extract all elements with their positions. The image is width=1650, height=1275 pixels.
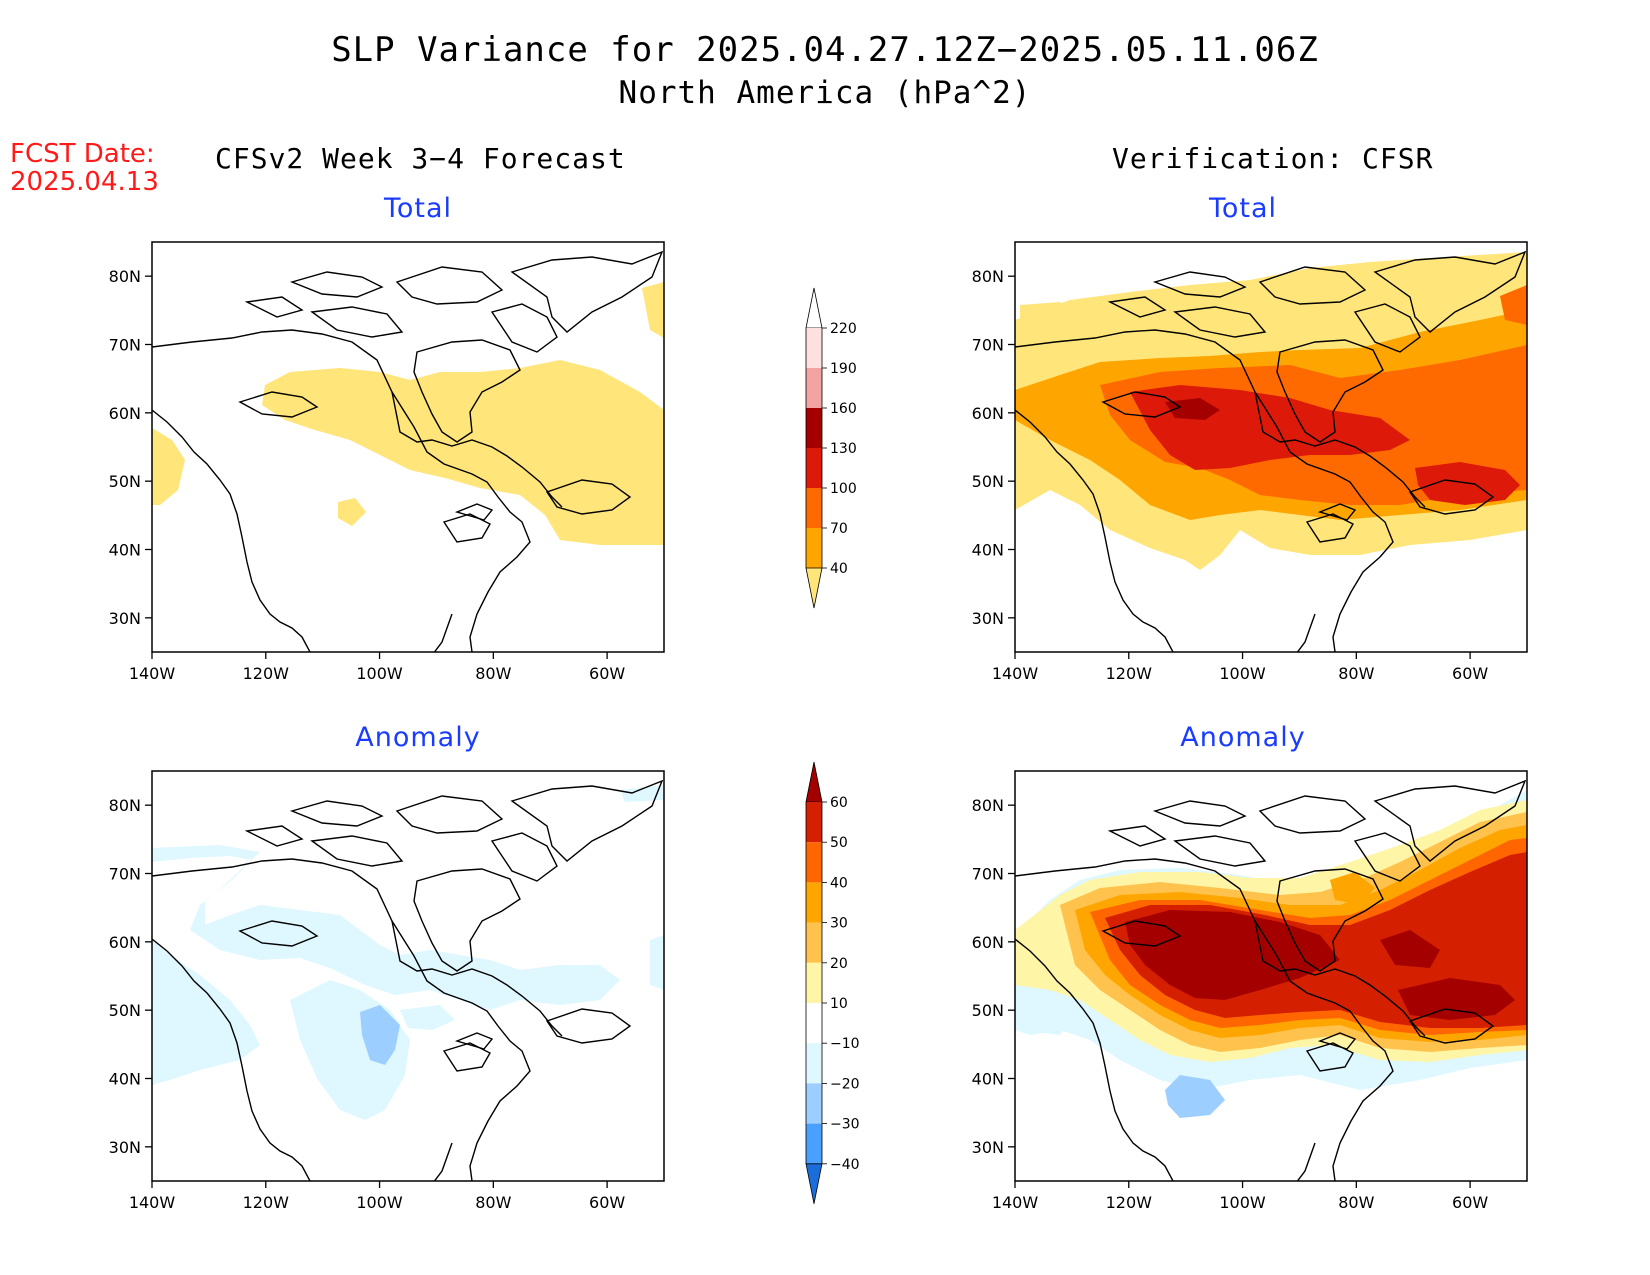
colorbar-segment <box>806 1083 822 1124</box>
lon-tick-label-forecast-anomaly: 100W <box>356 1193 403 1212</box>
lat-tick-label-verification-anomaly: 70N <box>972 865 1004 884</box>
colorbar-segment <box>806 882 822 923</box>
lon-tick-label-verification-anomaly: 100W <box>1219 1193 1266 1212</box>
lat-tick-label-forecast-total: 30N <box>109 609 141 628</box>
map-forecast-total <box>151 241 665 653</box>
lat-tick-label-forecast-anomaly: 40N <box>109 1070 141 1089</box>
lat-tick-label-forecast-total: 50N <box>109 472 141 491</box>
lat-tick-label-forecast-anomaly: 50N <box>109 1001 141 1020</box>
lon-tick-label-forecast-anomaly: 140W <box>129 1193 176 1212</box>
lat-tick-label-forecast-total: 60N <box>109 404 141 423</box>
lon-tick-label-forecast-total: 140W <box>129 664 176 683</box>
colorbar-segment <box>806 488 822 528</box>
colorbar-label: 100 <box>830 481 857 497</box>
lat-tick-label-forecast-anomaly: 30N <box>109 1138 141 1157</box>
colorbar-segment <box>806 922 822 963</box>
colorbar-label: 160 <box>830 401 857 417</box>
colorbar-label: 190 <box>830 361 857 377</box>
colorbar-label: −10 <box>830 1036 860 1052</box>
colorbar-segment <box>806 962 822 1003</box>
colorbar-label: 130 <box>830 441 857 457</box>
colorbar-segment <box>806 1123 822 1164</box>
lon-tick-label-verification-total: 120W <box>1106 664 1153 683</box>
axes-layer: 140W 120W 100W 80W 60W 80N 70N 60N 50N 40N 30N 140W… <box>109 267 1489 1212</box>
colorbar-label: 10 <box>830 996 848 1012</box>
colorbar-segment <box>806 528 822 568</box>
map-verification-anomaly <box>1014 770 1528 1182</box>
colorbar-top-tip <box>805 287 823 329</box>
colorbar-segment <box>806 368 822 408</box>
lat-tick-label-forecast-total: 80N <box>109 267 141 286</box>
colorbar-total: 220 190 160 130 100 70 40 <box>805 287 857 609</box>
colorbar-label: −20 <box>830 1076 860 1092</box>
lon-tick-label-forecast-total: 60W <box>589 664 625 683</box>
fcst-date-value: 2025.04.13 <box>10 167 159 197</box>
lon-tick-label-forecast-anomaly: 120W <box>243 1193 290 1212</box>
lon-tick-label-verification-anomaly: 60W <box>1452 1193 1488 1212</box>
lat-tick-label-forecast-total: 40N <box>109 541 141 560</box>
colorbar-segment <box>806 802 822 843</box>
colorbar-label: −40 <box>830 1157 860 1173</box>
lon-tick-label-verification-anomaly: 140W <box>992 1193 1039 1212</box>
colorbar-label: 60 <box>830 795 848 811</box>
map-forecast-anomaly <box>151 770 665 1182</box>
colorbar-top-tip <box>805 761 823 803</box>
lat-tick-label-verification-total: 60N <box>972 404 1004 423</box>
panel-title-verification-anomaly: Anomaly <box>1180 722 1306 753</box>
lat-tick-label-verification-total: 40N <box>972 541 1004 560</box>
lat-tick-label-verification-anomaly: 50N <box>972 1001 1004 1020</box>
colorbar-segment <box>806 1003 822 1044</box>
lat-tick-label-forecast-anomaly: 70N <box>109 865 141 884</box>
lon-tick-label-verification-anomaly: 120W <box>1106 1193 1153 1212</box>
colorbar-label: 40 <box>830 875 848 891</box>
lon-tick-label-forecast-anomaly: 60W <box>589 1193 625 1212</box>
lat-tick-label-verification-total: 70N <box>972 336 1004 355</box>
panel-title-forecast-anomaly: Anomaly <box>355 722 481 753</box>
lat-tick-label-verification-anomaly: 60N <box>972 933 1004 952</box>
verification-column-header: Verification: CFSR <box>1112 142 1434 175</box>
lat-tick-label-forecast-anomaly: 80N <box>109 796 141 815</box>
lon-tick-label-verification-total: 140W <box>992 664 1039 683</box>
colorbar-label: −30 <box>830 1117 860 1133</box>
colorbar-segment <box>806 328 822 368</box>
map-verification-total <box>1014 241 1528 653</box>
colorbar-segment <box>806 408 822 448</box>
colorbar-segment <box>806 1043 822 1084</box>
lat-tick-label-forecast-total: 70N <box>109 336 141 355</box>
main-title: SLP Variance for 2025.04.27.12Z−2025.05.… <box>331 30 1319 70</box>
colorbar-label: 30 <box>830 916 848 932</box>
lat-tick-label-verification-anomaly: 40N <box>972 1070 1004 1089</box>
lon-tick-label-verification-total: 100W <box>1219 664 1266 683</box>
colorbar-label: 50 <box>830 835 848 851</box>
fcst-date-label: FCST Date: <box>10 139 155 169</box>
lon-tick-label-forecast-total: 100W <box>356 664 403 683</box>
lon-tick-label-forecast-total: 80W <box>475 664 511 683</box>
colorbar-label: 40 <box>830 561 848 577</box>
lat-tick-label-verification-anomaly: 80N <box>972 796 1004 815</box>
colorbar-bottom-tip <box>805 1163 823 1204</box>
colorbar-segment <box>806 448 822 488</box>
panel-title-verification-total: Total <box>1208 193 1278 224</box>
lon-tick-label-forecast-anomaly: 80W <box>475 1193 511 1212</box>
lat-tick-label-verification-total: 50N <box>972 472 1004 491</box>
lat-tick-label-verification-total: 30N <box>972 609 1004 628</box>
lon-tick-label-verification-total: 60W <box>1452 664 1488 683</box>
panel-title-forecast-total: Total <box>383 193 453 224</box>
colorbar-label: 20 <box>830 956 848 972</box>
colorbar-label: 70 <box>830 521 848 537</box>
lon-tick-label-verification-anomaly: 80W <box>1338 1193 1374 1212</box>
lon-tick-label-verification-total: 80W <box>1338 664 1374 683</box>
colorbar-anomaly: 60 50 40 30 20 10 −10 −20 −30 −40 <box>805 761 860 1204</box>
colorbar-label: 220 <box>830 321 857 337</box>
lon-tick-label-forecast-total: 120W <box>243 664 290 683</box>
colorbar-bottom-tip <box>805 567 823 609</box>
subtitle: North America (hPa^2) <box>618 75 1032 111</box>
lat-tick-label-verification-total: 80N <box>972 267 1004 286</box>
forecast-column-header: CFSv2 Week 3−4 Forecast <box>215 142 626 175</box>
colorbar-segment <box>806 842 822 883</box>
fcst-date: FCST Date: 2025.04.13 <box>10 140 159 196</box>
lat-tick-label-verification-anomaly: 30N <box>972 1138 1004 1157</box>
lat-tick-label-forecast-anomaly: 60N <box>109 933 141 952</box>
